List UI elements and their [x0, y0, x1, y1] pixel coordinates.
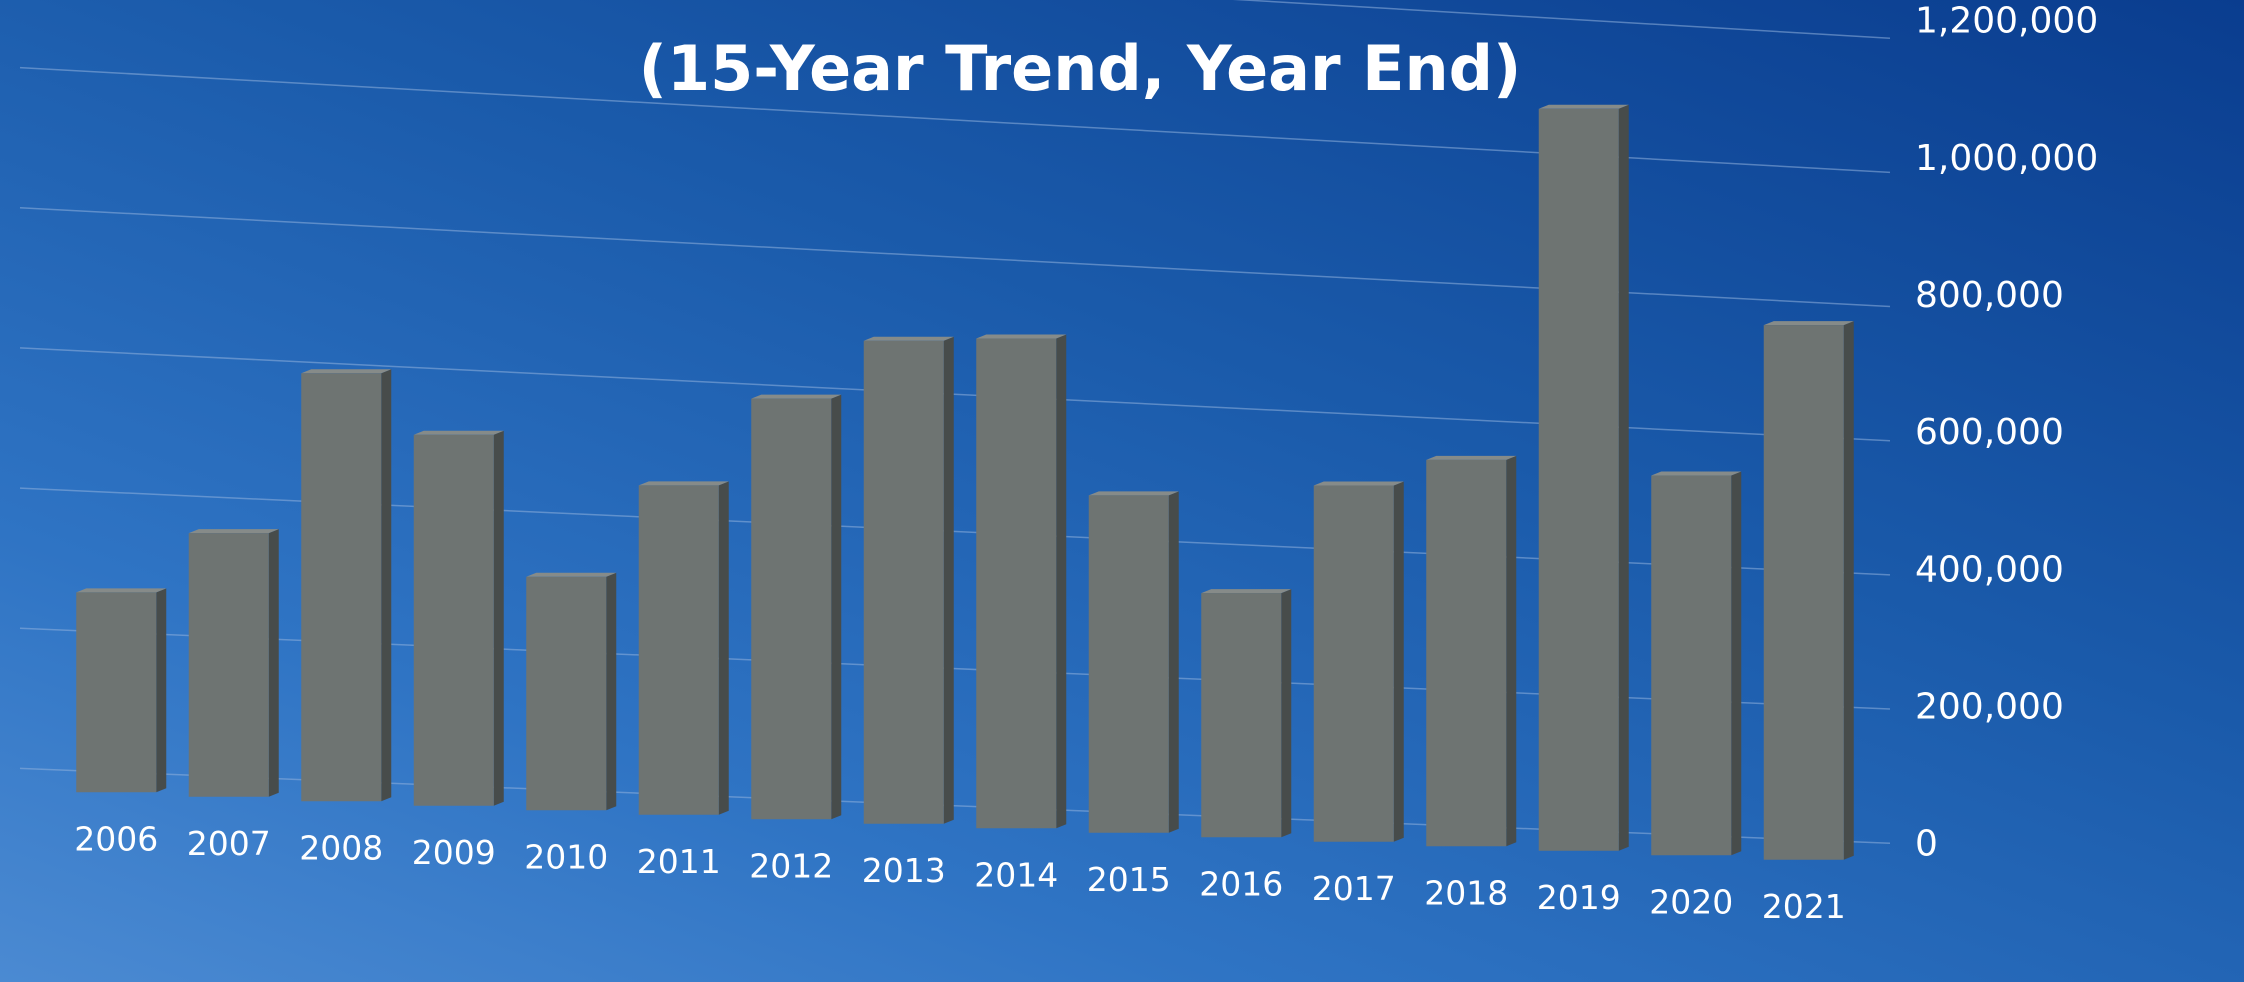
x-tick-label: 2007: [187, 824, 271, 863]
bar-top: [526, 572, 617, 577]
bar-2014: [976, 334, 1067, 829]
y-tick-label: 800,000: [1915, 275, 2064, 316]
bar-2020: [1651, 471, 1742, 856]
x-tick-label: 2012: [749, 846, 833, 885]
bar-side: [1843, 321, 1854, 860]
x-tick-label: 2011: [637, 842, 721, 881]
x-tick-label: 2014: [974, 855, 1058, 894]
bar-2011: [638, 481, 729, 815]
bar-top: [188, 529, 279, 534]
bar-front: [413, 434, 494, 806]
bar-top: [1426, 455, 1517, 460]
bar-side: [493, 430, 504, 806]
y-tick-label: 1,200,000: [1915, 1, 2098, 42]
bar-side: [268, 529, 279, 797]
bar-side: [1506, 455, 1517, 847]
y-tick-label: 200,000: [1915, 686, 2064, 727]
x-tick-label: 2006: [74, 819, 158, 858]
bar-top: [1538, 104, 1629, 109]
bar-top: [413, 430, 504, 435]
bar-front: [976, 338, 1057, 829]
bar-side: [831, 394, 842, 820]
bar-2016: [1201, 589, 1292, 838]
bar-side: [1393, 481, 1404, 842]
bar-front: [301, 373, 382, 802]
x-tick-label: 2017: [1312, 869, 1396, 908]
bar-2007: [188, 529, 279, 797]
bar-front: [863, 340, 944, 824]
y-tick-label: 1,000,000: [1915, 138, 2098, 179]
bar-2012: [751, 394, 842, 820]
bar-2009: [413, 430, 504, 806]
bar-side: [606, 572, 617, 811]
bar-side: [1731, 471, 1742, 856]
bar-side: [381, 369, 392, 802]
bar-2013: [863, 336, 954, 824]
bar-top: [1313, 481, 1404, 486]
x-tick-label: 2013: [862, 851, 946, 890]
bar-side: [1618, 104, 1629, 851]
x-tick-label: 2018: [1424, 873, 1508, 912]
bar-2015: [1088, 491, 1179, 833]
bar-front: [1201, 593, 1282, 838]
x-axis-ticks: 2006 2007 2008 2009 2010 2011 2012 2013 2014 2015…: [74, 819, 1845, 926]
chart-title: (15-Year Trend, Year End): [639, 32, 1522, 105]
bar-2018: [1426, 455, 1517, 847]
x-tick-label: 2010: [524, 837, 608, 876]
bar-front: [1538, 108, 1619, 851]
bar-2006: [76, 588, 167, 793]
bar-front: [76, 592, 157, 793]
bar-top: [1651, 471, 1742, 476]
bar-front: [1763, 325, 1844, 860]
bar-front: [1651, 475, 1732, 856]
bar-2010: [526, 572, 617, 811]
bar-front: [638, 485, 719, 815]
bar-top: [1088, 491, 1179, 496]
bar-front: [1088, 495, 1169, 833]
bar-top: [76, 588, 167, 593]
bar-front: [1313, 485, 1394, 842]
x-tick-label: 2020: [1649, 882, 1733, 921]
y-tick-label: 0: [1915, 824, 1938, 865]
y-tick-label: 600,000: [1915, 412, 2064, 453]
bar-top: [638, 481, 729, 486]
bar-2008: [301, 369, 392, 802]
y-tick-label: 400,000: [1915, 549, 2064, 590]
bars: [76, 104, 1854, 860]
bar-2017: [1313, 481, 1404, 842]
bar-side: [1056, 334, 1067, 829]
bar-side: [156, 588, 167, 793]
bar-front: [188, 533, 269, 797]
bar-side: [718, 481, 729, 815]
bar-top: [863, 336, 954, 341]
bar-top: [751, 394, 842, 399]
x-tick-label: 2016: [1199, 864, 1283, 903]
gridline: [1232, 0, 1891, 39]
x-tick-label: 2009: [412, 833, 496, 872]
bar-top: [1763, 321, 1854, 326]
y-axis-ticks: 0 200,000 400,000 600,000 800,000 1,000,000 1,…: [1915, 1, 2098, 865]
bar-front: [526, 576, 607, 811]
bar-front: [1426, 459, 1507, 847]
bar-side: [1281, 589, 1292, 838]
x-tick-label: 2021: [1762, 887, 1846, 926]
bar-top: [976, 334, 1067, 339]
bar-2019: [1538, 104, 1629, 851]
x-tick-label: 2015: [1087, 860, 1171, 899]
bar-side: [943, 336, 954, 824]
bar-front: [751, 398, 832, 820]
bar-side: [1168, 491, 1179, 833]
bar-top: [301, 369, 392, 374]
x-tick-label: 2019: [1537, 878, 1621, 917]
x-tick-label: 2008: [299, 828, 383, 867]
bar-2021: [1763, 321, 1854, 860]
bar-top: [1201, 589, 1292, 594]
